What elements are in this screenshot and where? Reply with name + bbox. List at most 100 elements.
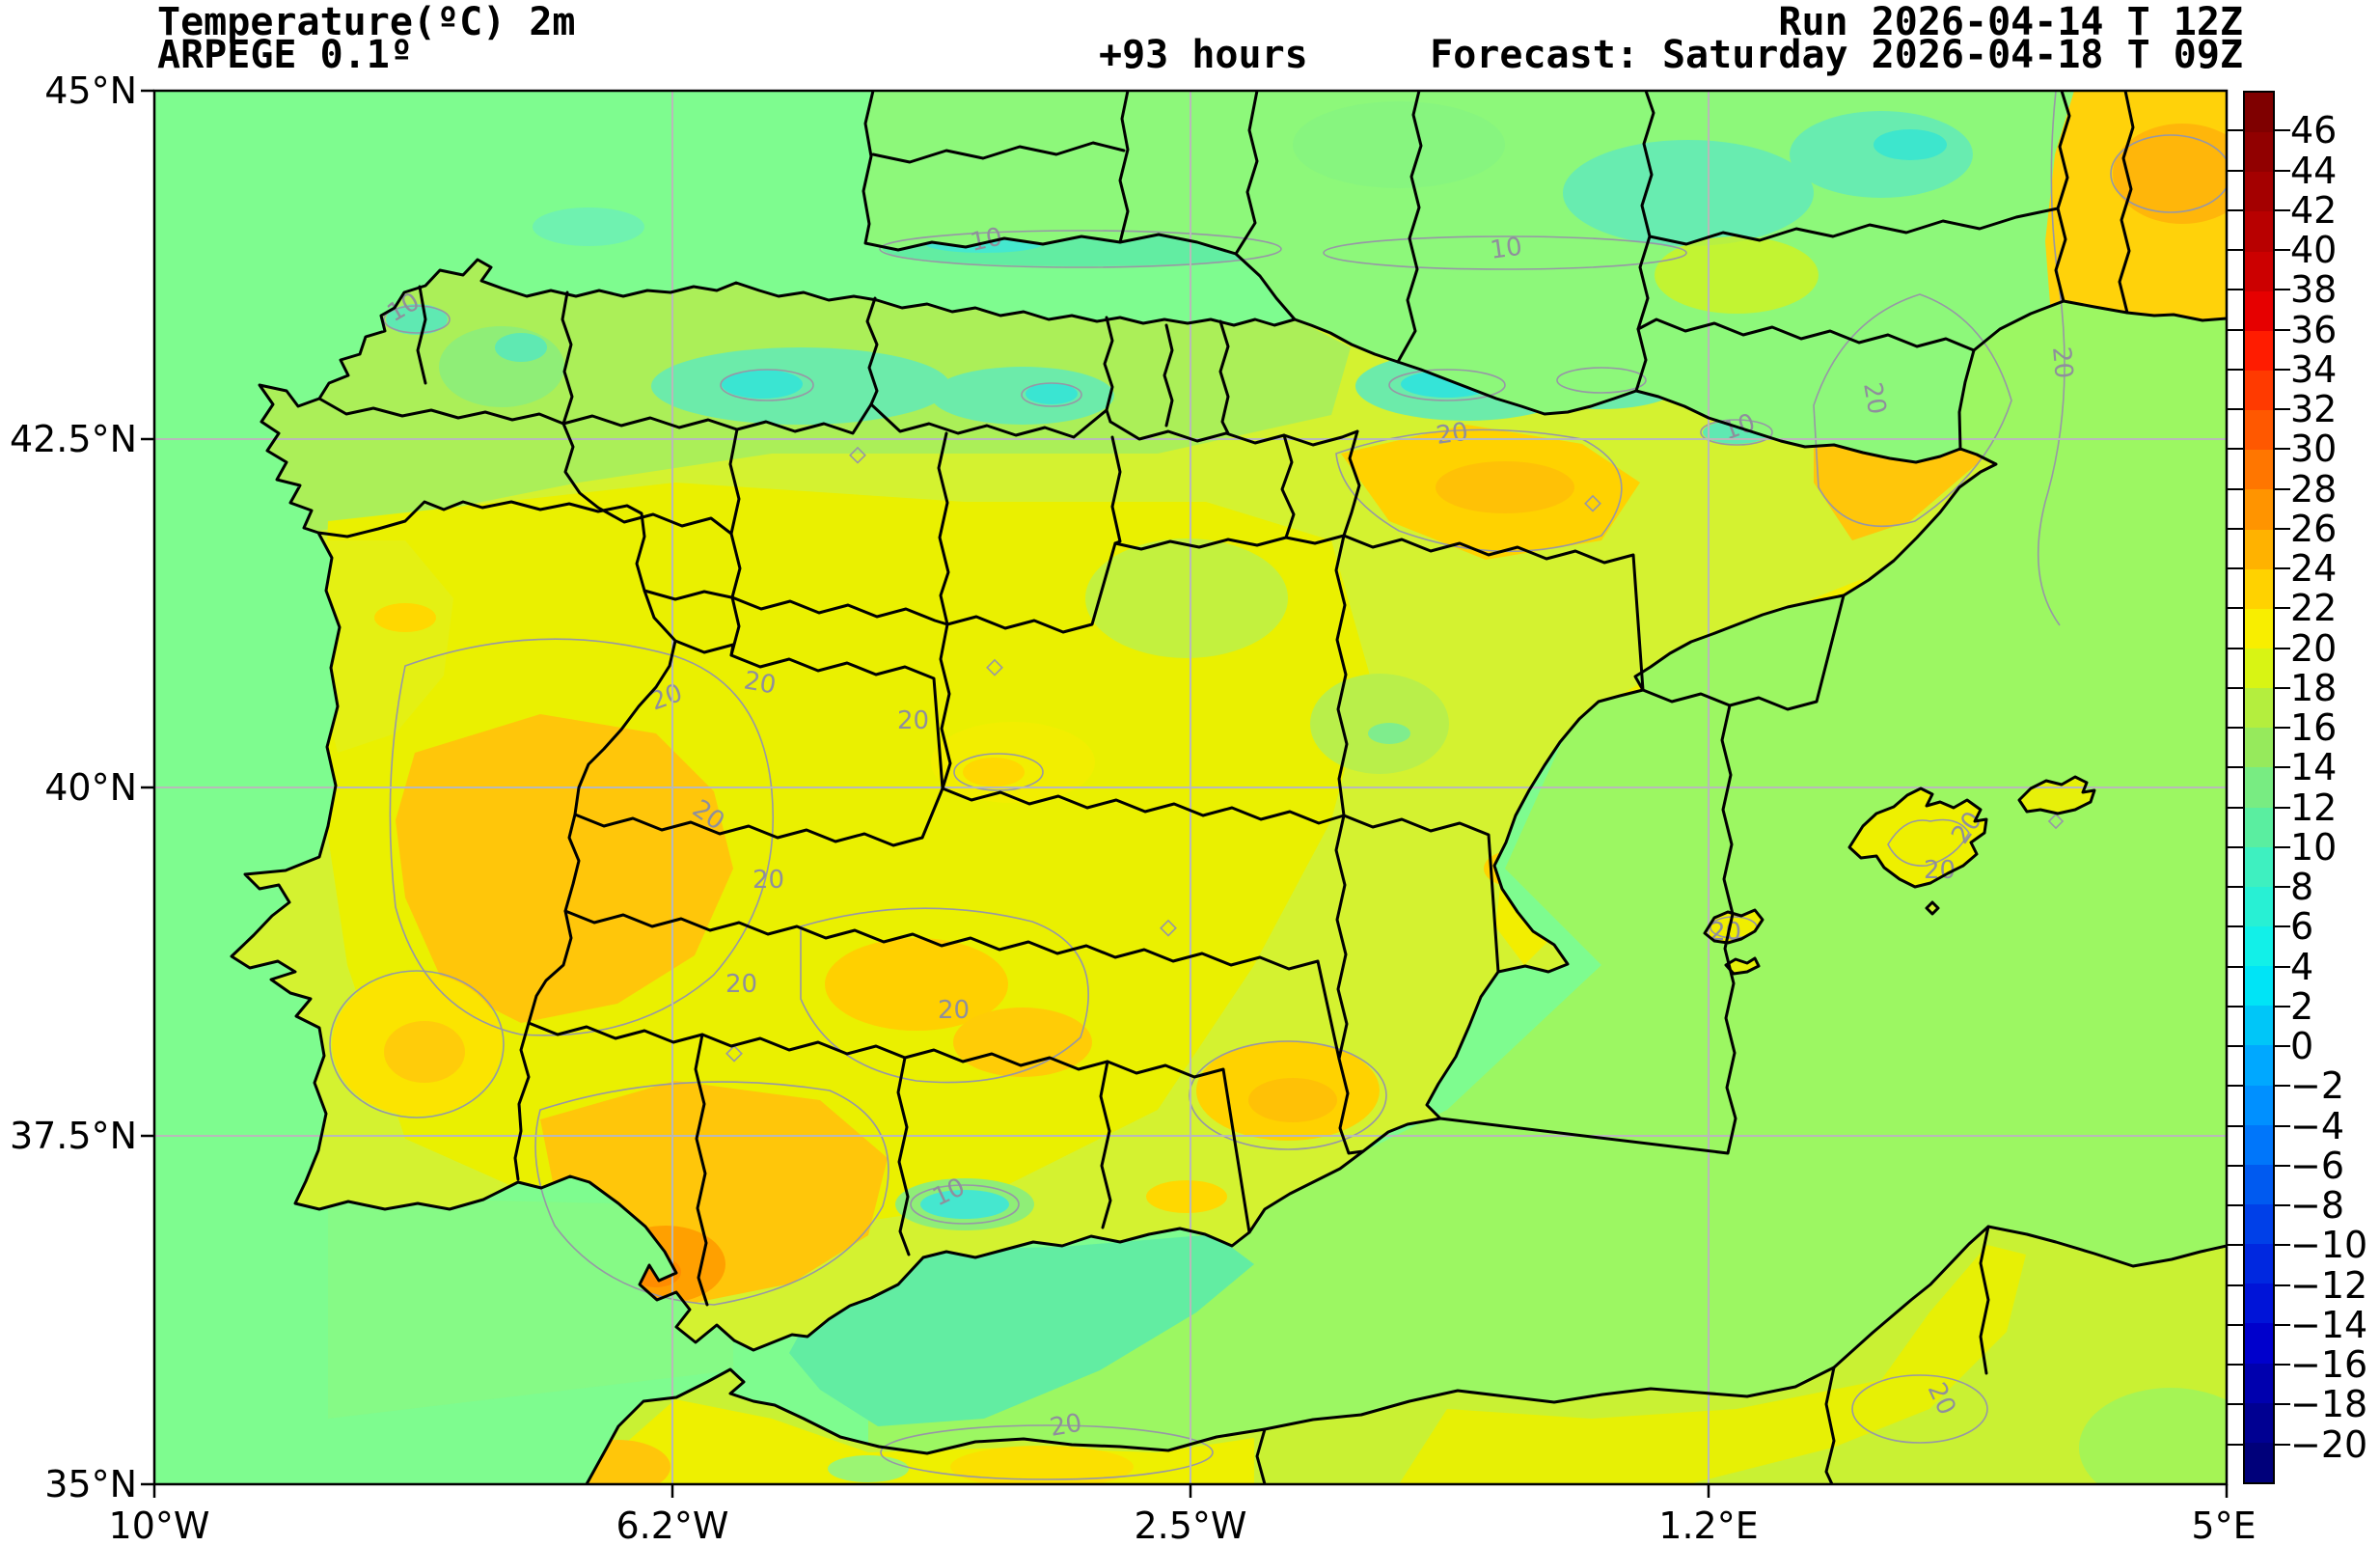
colorbar-tick-label: 20 xyxy=(2290,626,2338,670)
colorbar-band xyxy=(2245,886,2273,926)
colorbar xyxy=(2243,91,2275,1484)
colorbar-tick-mark xyxy=(2275,1244,2290,1247)
colorbar-tick-label: −2 xyxy=(2290,1064,2345,1108)
contour-label: 20 xyxy=(2046,345,2078,380)
colorbar-tick-label: 12 xyxy=(2290,786,2338,829)
lat-tick-label: 37.5°N xyxy=(10,1115,137,1157)
contour-label: 20 xyxy=(1924,856,1956,885)
colorbar-tick-mark xyxy=(2226,1045,2243,1048)
colorbar-tick-mark xyxy=(2275,1443,2290,1446)
colorbar-tick-label: 18 xyxy=(2290,666,2338,709)
lat-tick-label: 35°N xyxy=(44,1463,137,1505)
axis-ticks xyxy=(141,89,2229,1498)
colorbar-tick-label: 0 xyxy=(2290,1025,2314,1068)
colorbar-tick-mark xyxy=(2226,567,2243,570)
contour-lines xyxy=(329,91,2227,1480)
colorbar-band xyxy=(2245,211,2273,252)
colorbar-tick-mark xyxy=(2275,1045,2290,1048)
colorbar-tick-mark xyxy=(2275,1005,2290,1008)
colorbar-tick-mark xyxy=(2275,727,2290,730)
colorbar-tick-mark xyxy=(2226,249,2243,252)
colorbar-band xyxy=(2245,966,2273,1007)
colorbar-tick-label: 22 xyxy=(2290,587,2338,630)
colorbar-tick-label: 6 xyxy=(2290,905,2314,949)
colorbar-tick-mark xyxy=(2275,408,2290,411)
colorbar-tick-mark xyxy=(2226,886,2243,889)
colorbar-tick-mark xyxy=(2275,567,2290,570)
colorbar-tick-mark xyxy=(2226,925,2243,928)
lon-tick-label: 1.2°E xyxy=(1658,1505,1758,1546)
lat-tick-label: 40°N xyxy=(44,766,137,809)
colorbar-tick-mark xyxy=(2226,1124,2243,1127)
colorbar-tick-mark xyxy=(2275,487,2290,490)
colorbar-tick-mark xyxy=(2275,1364,2290,1367)
land-africa xyxy=(587,1227,2227,1484)
portugal-border xyxy=(316,500,677,1181)
colorbar-band xyxy=(2245,925,2273,967)
colorbar-tick-label: −20 xyxy=(2290,1422,2368,1466)
model-label: ARPEGE 0.1º xyxy=(157,33,413,77)
contour-label: 20 xyxy=(1048,1409,1084,1443)
colorbar-tick-label: 8 xyxy=(2290,866,2314,909)
colorbar-tick-mark xyxy=(2226,845,2243,848)
colorbar-band xyxy=(2245,172,2273,212)
colorbar-band xyxy=(2245,1284,2273,1324)
colorbar-tick-label: −10 xyxy=(2290,1224,2368,1267)
colorbar-tick-label: 38 xyxy=(2290,268,2338,312)
colorbar-tick-mark xyxy=(2226,1244,2243,1247)
colorbar-band xyxy=(2245,290,2273,331)
contour-label: 20 xyxy=(897,706,929,735)
colorbar-band xyxy=(2245,846,2273,887)
colorbar-band xyxy=(2245,1006,2273,1046)
colorbar-tick-mark xyxy=(2275,886,2290,889)
colorbar-band xyxy=(2245,93,2273,133)
colorbar-tick-mark xyxy=(2226,806,2243,809)
colorbar-tick-mark xyxy=(2226,965,2243,968)
lon-tick-label: 10°W xyxy=(109,1505,210,1546)
colorbar-tick-mark xyxy=(2226,408,2243,411)
colorbar-tick-label: 32 xyxy=(2290,388,2338,431)
colorbar-band xyxy=(2245,688,2273,729)
colorbar-tick-mark xyxy=(2226,487,2243,490)
colorbar-tick-mark xyxy=(2226,1403,2243,1406)
colorbar-tick-label: 28 xyxy=(2290,467,2338,511)
colorbar-tick-label: −12 xyxy=(2290,1263,2368,1307)
colorbar-band xyxy=(2245,648,2273,689)
colorbar-tick-label: 30 xyxy=(2290,428,2338,471)
colorbar-tick-label: −6 xyxy=(2290,1144,2345,1187)
colorbar-band xyxy=(2245,1244,2273,1284)
colorbar-tick-mark xyxy=(2275,1403,2290,1406)
colorbar-band xyxy=(2245,1203,2273,1245)
colorbar-tick-mark xyxy=(2275,1124,2290,1127)
colorbar-tick-mark xyxy=(2226,289,2243,291)
contour-label: 20 xyxy=(938,996,970,1025)
colorbar-tick-mark xyxy=(2226,1164,2243,1167)
colorbar-tick-mark xyxy=(2226,727,2243,730)
colorbar-tick-mark xyxy=(2275,169,2290,172)
colorbar-tick-label: −4 xyxy=(2290,1104,2345,1147)
colorbar-tick-label: 46 xyxy=(2290,109,2338,152)
colorbar-tick-mark xyxy=(2226,129,2243,132)
contour-label: 20 xyxy=(1435,418,1470,451)
colorbar-band xyxy=(2245,251,2273,291)
colorbar-tick-label: −18 xyxy=(2290,1383,2368,1426)
colorbar-tick-mark xyxy=(2226,1085,2243,1088)
colorbar-tick-mark xyxy=(2275,1284,2290,1286)
colorbar-tick-mark xyxy=(2275,448,2290,451)
colorbar-band xyxy=(2245,1164,2273,1204)
colorbar-gradient xyxy=(2245,93,2273,1482)
lat-tick-label: 42.5°N xyxy=(10,418,137,460)
colorbar-tick-label: 24 xyxy=(2290,547,2338,591)
colorbar-tick-mark xyxy=(2226,607,2243,610)
colorbar-tick-mark xyxy=(2226,208,2243,211)
colorbar-tick-mark xyxy=(2275,845,2290,848)
colorbar-tick-mark xyxy=(2226,1204,2243,1207)
colorbar-tick-mark xyxy=(2275,1164,2290,1167)
colorbar-tick-label: 10 xyxy=(2290,825,2338,869)
map-title: Temperature(ºC) 2m xyxy=(157,0,576,44)
colorbar-band xyxy=(2245,767,2273,808)
colorbar-tick-label: 2 xyxy=(2290,984,2314,1028)
colorbar-tick-mark xyxy=(2226,1005,2243,1008)
